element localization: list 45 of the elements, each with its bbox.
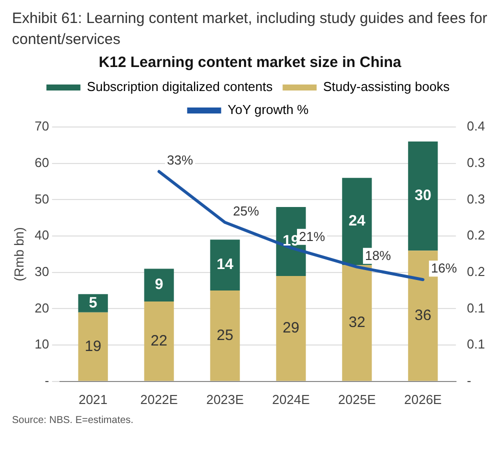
data-label: 16% — [430, 260, 458, 276]
y2-tick-label: 0.3 — [466, 191, 486, 206]
y2-tick-label: 0.2 — [466, 264, 486, 279]
data-label: 25% — [233, 203, 260, 218]
y-tick-label: 50 — [34, 191, 50, 206]
x-tick-label: 2023E — [206, 392, 244, 407]
chart-title: Exhibit 61: Learning content market, including study guides and fees for content/services — [12, 9, 488, 50]
y2-tick-label: 0.1 — [466, 336, 486, 352]
x-tick-label: 2025E — [338, 392, 376, 407]
data-label: 21% — [298, 228, 326, 244]
y-tick-label: 60 — [34, 154, 50, 170]
x-tick-label: 2026E — [404, 392, 442, 407]
data-label: 5 — [88, 294, 98, 312]
y2-tick-label: 0.4 — [466, 118, 486, 134]
data-label: 32 — [348, 314, 366, 332]
legend-label: Subscription digitalized contents — [86, 79, 274, 94]
y2-tick-label: 0.2 — [466, 228, 486, 243]
data-label: 33% — [167, 152, 194, 168]
y-tick-label: 30 — [34, 264, 50, 279]
legend-label: YoY growth % — [228, 102, 310, 118]
y-tick-label: - — [44, 372, 50, 388]
data-label: 36 — [414, 306, 432, 324]
y-axis-title: (Rmb bn) — [11, 227, 26, 282]
y-tick-label: 10 — [34, 336, 50, 352]
chart-subtitle: K12 Learning content market size in China — [98, 54, 402, 71]
data-label: 30 — [414, 187, 432, 204]
legend-label: Study-assisting books — [323, 79, 450, 94]
data-label: 24 — [348, 212, 366, 230]
data-label: 19 — [84, 338, 102, 355]
data-label: 14 — [216, 256, 234, 274]
y-tick-label: 20 — [34, 300, 50, 316]
y-tick-label: 40 — [34, 228, 50, 243]
data-label: 25 — [216, 326, 234, 344]
data-label: 29 — [282, 320, 300, 337]
y2-tick-label: 0.1 — [466, 300, 486, 316]
data-label: 9 — [154, 276, 164, 294]
data-label: 18% — [364, 248, 392, 263]
source-note: Source: NBS. E=estimates. — [12, 415, 134, 426]
x-tick-label: 2021 — [78, 392, 108, 407]
x-tick-label: 2022E — [140, 392, 178, 407]
y2-tick-label: 0.3 — [466, 154, 486, 170]
y2-tick-label: - — [466, 372, 472, 388]
data-label: 22 — [150, 332, 168, 350]
y-tick-label: 70 — [34, 118, 50, 134]
x-tick-label: 2024E — [272, 392, 310, 407]
